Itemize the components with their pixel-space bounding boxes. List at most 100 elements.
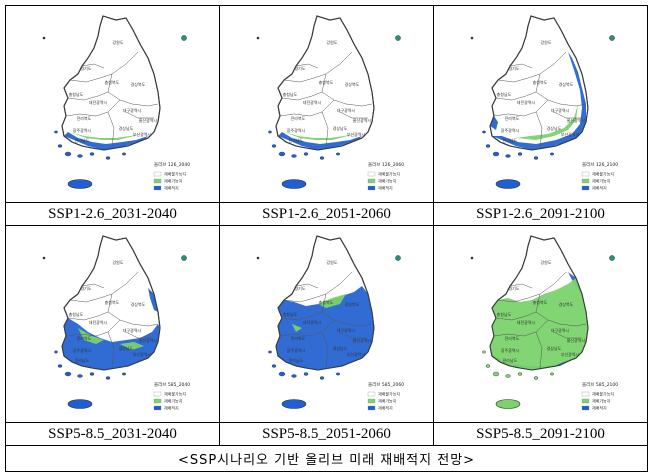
region-label: 대전광역시	[516, 99, 535, 105]
province-boundary	[295, 63, 318, 69]
region-label: 울산광역시	[138, 337, 157, 343]
region-label: 부산광역시	[560, 351, 579, 357]
island	[53, 350, 58, 354]
figure-frame: 강원도 경기도 충청북도 경상북도 충청남도 대전광역시 전라북도 대구광역시 경상남도 울산광역…	[5, 5, 648, 472]
province-boundary	[125, 111, 154, 119]
region-label: 경상북도	[344, 81, 359, 87]
province-boundary	[497, 51, 566, 83]
legend-title: 올리브 126_2040	[154, 161, 190, 168]
ulleung-island	[180, 255, 187, 261]
legend-label: 재배가능지	[164, 398, 183, 404]
region-label: 부산광역시	[560, 131, 579, 137]
island	[271, 144, 276, 148]
province-boundary	[321, 111, 328, 149]
region-label: 강원도	[112, 39, 123, 45]
suitable-zone	[147, 288, 158, 312]
region-label: 경기도	[294, 65, 305, 71]
island	[549, 372, 554, 376]
island	[121, 152, 126, 156]
ulleung-island	[608, 35, 615, 41]
map-panel-6: 강원도 경기도 충청북도 경상북도 충청남도 대전광역시 전라북도 대구광역시 경상남도 울산광역…	[433, 225, 648, 423]
coastline	[488, 235, 589, 371]
title-row: <SSP시나리오 기반 올리브 미래 재배적지 전망>	[5, 445, 648, 472]
legend-label: 재배불가능지	[164, 391, 186, 397]
province-boundary	[81, 283, 104, 289]
panel-caption: SSP1-2.6_2091-2100	[433, 202, 648, 226]
region-label: 강원도	[326, 259, 337, 265]
province-boundary	[283, 271, 352, 303]
jeju-island	[495, 399, 520, 409]
panel-caption: SSP1-2.6_2051-2060	[219, 202, 434, 226]
jeju-island	[281, 399, 306, 409]
region-label: 광주광역시	[500, 347, 519, 353]
island	[290, 154, 297, 158]
province-boundary	[295, 283, 318, 289]
map-panel-5: 강원도 경기도 충청북도 경상북도 충청남도 대전광역시 전라북도 대구광역시 경상남도 울산광역…	[219, 225, 434, 423]
region-label: 전라남도	[288, 357, 303, 363]
region-label: 전라남도	[74, 357, 89, 363]
legend-label: 재배적지	[378, 405, 393, 411]
region-label: 충청남도	[496, 311, 511, 317]
region-label: 충청북도	[532, 299, 547, 305]
north-islet	[42, 36, 45, 40]
island	[485, 144, 490, 148]
region-label: 경기도	[80, 285, 91, 291]
region-label: 전라북도	[76, 335, 91, 341]
region-label: 울산광역시	[138, 117, 157, 123]
province-boundary	[283, 51, 352, 83]
province-boundary	[321, 73, 326, 93]
region-label: 대구광역시	[550, 327, 569, 333]
province-boundary	[553, 111, 582, 119]
region-label: 울산광역시	[566, 117, 585, 123]
region-label: 대구광역시	[122, 107, 141, 113]
region-label: 대전광역시	[88, 99, 107, 105]
region-label: 충청남도	[68, 91, 83, 97]
legend-label: 재배가능지	[378, 178, 397, 184]
province-boundary	[107, 311, 158, 327]
legend-label: 재배가능지	[592, 178, 611, 184]
legend-title: 올리브 585_2060	[368, 381, 404, 388]
island	[267, 130, 272, 134]
island	[267, 350, 272, 354]
jeju-island	[67, 179, 92, 189]
island	[504, 374, 511, 378]
map-panel-3: 강원도 경기도 충청북도 경상북도 충청남도 대전광역시 전라북도 대구광역시 경상남도 울산광역…	[433, 5, 648, 203]
province-boundary	[81, 63, 104, 69]
island	[481, 350, 486, 354]
suitable-zone	[277, 132, 362, 150]
suitable-zone	[275, 286, 374, 370]
island	[53, 130, 58, 134]
region-label: 강원도	[540, 39, 551, 45]
possible-zone	[77, 328, 104, 344]
legend-swatch	[153, 405, 161, 411]
province-boundary	[65, 319, 120, 337]
region-label: 경상남도	[332, 125, 347, 131]
coastline	[60, 235, 161, 371]
legend-swatch	[581, 178, 589, 184]
island	[105, 156, 110, 160]
region-label: 전라북도	[504, 115, 519, 121]
legend-swatch	[367, 398, 375, 404]
island	[76, 374, 83, 378]
region-label: 부산광역시	[132, 131, 151, 137]
island	[492, 371, 499, 377]
legend-swatch	[581, 185, 589, 191]
region-label: 전라남도	[288, 137, 303, 143]
region-label: 광주광역시	[72, 127, 91, 133]
legend-title: 올리브 585_2040	[154, 381, 190, 388]
province-boundary	[281, 91, 322, 101]
island	[76, 154, 83, 158]
region-label: 대구광역시	[336, 107, 355, 113]
legend-label: 재배적지	[592, 405, 607, 411]
north-islet	[42, 256, 45, 260]
legend-swatch	[367, 178, 375, 184]
region-label: 충청남도	[282, 311, 297, 317]
region-label: 전라북도	[504, 335, 519, 341]
map-panel-4: 강원도 경기도 충청북도 경상북도 충청남도 대전광역시 전라북도 대구광역시 경상남도 울산광역…	[5, 225, 220, 423]
province-boundary	[65, 99, 120, 117]
